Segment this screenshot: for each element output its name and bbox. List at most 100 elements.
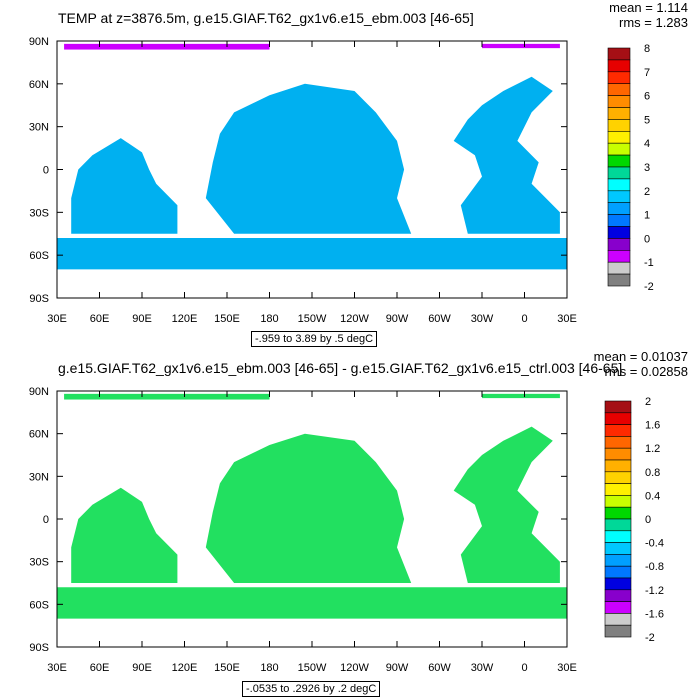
panel2-rms: rms = 0.02858 xyxy=(604,364,688,379)
panel1-colorbar-swatch xyxy=(607,238,631,251)
panel1-y-tick-label: 90N xyxy=(29,36,49,48)
panel1-colorbar-label: 5 xyxy=(644,114,650,126)
panel1-colorbar-swatch xyxy=(607,190,631,204)
panel2-colorbar-swatch xyxy=(604,554,632,567)
panel1-colorbar-swatch xyxy=(607,214,631,227)
panel1-x-tick-label: 30W xyxy=(471,313,494,325)
panel2-colorbar-swatch xyxy=(604,495,632,508)
panel1-colorbar: 8 7 6 5 4 3 2 1 0 -1 -2 xyxy=(607,43,654,293)
panel1-x-tick-label: 150E xyxy=(214,313,240,325)
panel2-x-tick-label: 30W xyxy=(471,662,494,674)
panel2-y-tick-label: 60N xyxy=(29,429,49,441)
panel2-colorbar-label: -1.6 xyxy=(645,608,664,620)
panel1-x-tick-label: 90E xyxy=(132,313,152,325)
panel1-colorbar-label: -1 xyxy=(644,257,654,269)
panel2-x-tick-label: 150E xyxy=(214,662,240,674)
panel1-colorbar-swatch xyxy=(607,154,631,168)
panel2-x-tick-label: 30E xyxy=(557,662,577,674)
panel1-arctic-region xyxy=(482,43,560,49)
panel1-mean: mean = 1.114 xyxy=(609,0,688,15)
panel2-x-tick-label: 0 xyxy=(521,662,527,674)
panel2-x-tick-label: 60W xyxy=(428,662,451,674)
panel1-colorbar-label: 0 xyxy=(644,233,650,245)
panel2-colorbar-swatch xyxy=(604,589,632,602)
panel2-colorbar-label: -0.8 xyxy=(645,561,664,573)
panel2-colorbar-swatch xyxy=(604,459,632,473)
panel1-x-tick-label: 30E xyxy=(47,313,67,325)
panel2-y-tick-label: 0 xyxy=(43,514,49,526)
panel1-ocean-region xyxy=(205,83,412,234)
panel2-colorbar-swatch xyxy=(604,412,632,425)
panel2-y-tick-label: 90N xyxy=(29,386,49,398)
panel2-colorbar-label: -2 xyxy=(645,632,655,644)
panel1-colorbar-swatch xyxy=(607,83,631,96)
panel2-colorbar-label: -1.2 xyxy=(645,585,664,597)
panel2-ocean-region xyxy=(71,487,178,583)
panel1-x-tick-label: 120W xyxy=(340,313,369,325)
panel1-colorbar-label: 2 xyxy=(644,186,650,198)
panel2-colorbar-swatch xyxy=(604,400,632,414)
panel2-colorbar: 2 1.6 1.2 0.8 0.4 0 -0.4 -0.8 -1.2 -1.6 -2 xyxy=(604,396,664,644)
panel2-x-tick-label: 180 xyxy=(260,662,278,674)
panel1-colorbar-swatch xyxy=(607,166,631,180)
panel2-colorbar-label: 0.4 xyxy=(645,490,660,502)
panel1-colorbar-swatch xyxy=(607,178,631,192)
panel1-ocean-region xyxy=(71,138,178,234)
panel1-y-tick-label: 60N xyxy=(29,79,49,91)
panel2-ocean-region xyxy=(57,587,567,619)
panel1-y-tick-label: 90S xyxy=(29,293,49,305)
panel1-colorbar-label: 6 xyxy=(644,91,650,103)
panel1-colorbar-swatch xyxy=(607,202,631,215)
panel1-x-tick-label: 120E xyxy=(172,313,198,325)
panel2-y-tick-label: 30N xyxy=(29,471,49,483)
panel1-colorbar-swatch xyxy=(607,250,631,263)
panel1-contour-info: -.959 to 3.89 by .5 degC xyxy=(251,331,378,347)
panel2-ocean-region xyxy=(205,433,412,583)
panel2-colorbar-swatch xyxy=(604,601,632,614)
panel1-ocean-region xyxy=(453,76,560,234)
panel1-x-tick-label: 180 xyxy=(260,313,278,325)
panel1-y-tick-label: 60S xyxy=(29,250,49,262)
panel1-colorbar-label: 3 xyxy=(644,162,650,174)
panel1-y-tick-label: 30S xyxy=(29,207,49,219)
panel2-x-tick-label: 30E xyxy=(47,662,67,674)
panel1-colorbar-label: 1 xyxy=(644,210,650,222)
panel1-colorbar-label: 8 xyxy=(644,43,650,55)
panel2-arctic-region xyxy=(64,393,270,400)
panel1-title: TEMP at z=3876.5m, g.e15.GIAF.T62_gx1v6.… xyxy=(58,10,474,26)
panel1-colorbar-swatch xyxy=(607,95,631,108)
panel2-colorbar-swatch xyxy=(604,506,632,520)
panel2-x-tick-label: 150W xyxy=(298,662,327,674)
panel2-x-tick-label: 120E xyxy=(172,662,198,674)
panel1-colorbar-swatch xyxy=(607,142,631,156)
panel2-title: g.e15.GIAF.T62_gx1v6.e15_ebm.003 [46-65]… xyxy=(58,360,623,376)
panel2-x-tick-label: 60E xyxy=(90,662,110,674)
panel2-colorbar-swatch xyxy=(604,542,632,555)
panel2-y-tick-label: 90S xyxy=(29,642,49,654)
panel2-colorbar-swatch xyxy=(604,518,632,532)
panel2-colorbar-swatch xyxy=(604,424,632,437)
panel2-x-tick-label: 90E xyxy=(132,662,152,674)
panel2-colorbar-label: 0 xyxy=(645,514,651,526)
panel1-colorbar-swatch xyxy=(607,119,631,132)
panel1-colorbar-swatch xyxy=(607,261,631,275)
panel2-colorbar-swatch xyxy=(604,483,632,496)
panel2-colorbar-swatch xyxy=(604,530,632,543)
panel1-colorbar-label: 7 xyxy=(644,67,650,79)
panel2-colorbar-swatch xyxy=(604,436,632,449)
panel2-colorbar-label: 2 xyxy=(645,396,651,408)
panel1-ocean-region xyxy=(57,238,567,270)
panel2-colorbar-label: 1.6 xyxy=(645,420,660,432)
panel2-y-tick-label: 30S xyxy=(29,557,49,569)
panel1-colorbar-swatch xyxy=(607,107,631,120)
panel2-y-tick-label: 60S xyxy=(29,599,49,611)
panel1-colorbar-label: -2 xyxy=(644,281,654,293)
panel1-colorbar-swatch xyxy=(607,131,631,144)
panel1-x-tick-label: 30E xyxy=(557,313,577,325)
panel1-x-tick-label: 150W xyxy=(298,313,327,325)
panel1-x-tick-label: 90W xyxy=(386,313,409,325)
panel1-colorbar-swatch xyxy=(607,71,631,85)
panel1-colorbar-swatch xyxy=(607,226,631,239)
panel1-arctic-region xyxy=(64,43,270,50)
